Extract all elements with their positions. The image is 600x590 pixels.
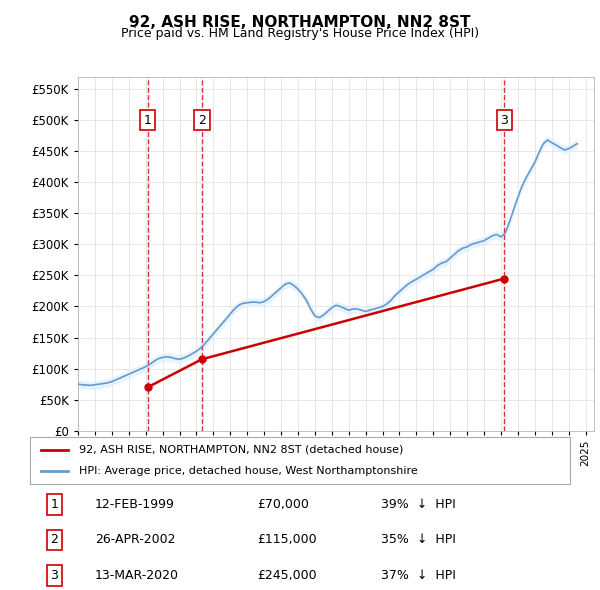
Text: 3: 3: [500, 114, 508, 127]
Text: 13-MAR-2020: 13-MAR-2020: [95, 569, 179, 582]
Text: Price paid vs. HM Land Registry's House Price Index (HPI): Price paid vs. HM Land Registry's House …: [121, 27, 479, 40]
Text: 3: 3: [50, 569, 58, 582]
Text: 92, ASH RISE, NORTHAMPTON, NN2 8ST (detached house): 92, ASH RISE, NORTHAMPTON, NN2 8ST (deta…: [79, 445, 403, 455]
Text: 35%  ↓  HPI: 35% ↓ HPI: [381, 533, 456, 546]
FancyBboxPatch shape: [30, 437, 570, 484]
Text: 26-APR-2002: 26-APR-2002: [95, 533, 175, 546]
Text: £115,000: £115,000: [257, 533, 316, 546]
Text: 92, ASH RISE, NORTHAMPTON, NN2 8ST: 92, ASH RISE, NORTHAMPTON, NN2 8ST: [129, 15, 471, 30]
Text: £70,000: £70,000: [257, 498, 308, 511]
Text: 39%  ↓  HPI: 39% ↓ HPI: [381, 498, 456, 511]
Text: 1: 1: [50, 498, 58, 511]
Text: 1: 1: [144, 114, 152, 127]
Text: 2: 2: [198, 114, 206, 127]
Text: 12-FEB-1999: 12-FEB-1999: [95, 498, 175, 511]
Text: HPI: Average price, detached house, West Northamptonshire: HPI: Average price, detached house, West…: [79, 466, 418, 476]
Text: 2: 2: [50, 533, 58, 546]
Text: 37%  ↓  HPI: 37% ↓ HPI: [381, 569, 456, 582]
Text: £245,000: £245,000: [257, 569, 316, 582]
